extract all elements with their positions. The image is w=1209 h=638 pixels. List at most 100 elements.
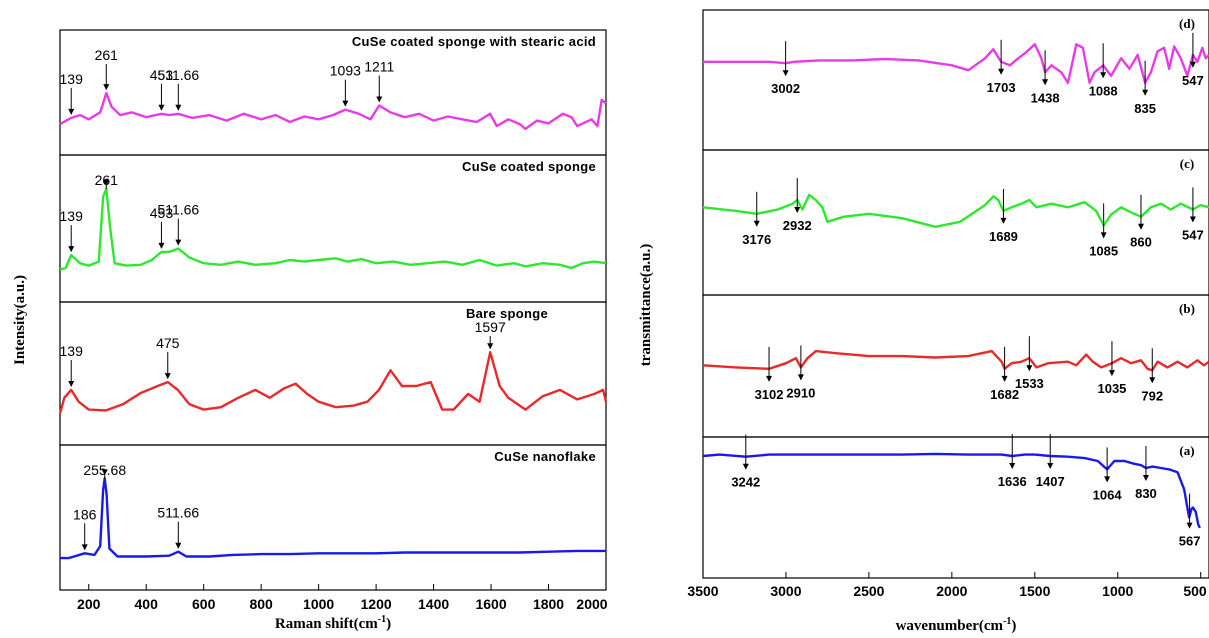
panel-3-annotation-4: 1533 [1015, 336, 1044, 391]
panel-3-annotation-label: 2910 [786, 385, 815, 400]
panel-1-series-line [703, 43, 1209, 84]
panel-1-annotation-label: 835 [1134, 101, 1156, 116]
panel-3-annotation-5: 1035 [1097, 341, 1126, 396]
panel-2-annotation-3: 1689 [989, 188, 1018, 244]
panel-1-label: (d) [1179, 16, 1195, 31]
x-tick-label: 800 [249, 596, 273, 612]
panel-1-annotation-6: 547 [1182, 32, 1204, 88]
panel-2-annotation-label: 1689 [989, 229, 1018, 244]
panel-1-title: CuSe coated sponge with stearic acid [352, 34, 596, 49]
panel-4-annotation-6: 567 [1179, 493, 1201, 549]
panel-2-label: (c) [1180, 156, 1194, 171]
x-tick-label: 3000 [770, 583, 801, 599]
panel-2-annotation-label: 3176 [742, 232, 771, 247]
panel-4-annotation-4: 1064 [1093, 447, 1123, 502]
panel-3-annotation-label: 1597 [475, 319, 506, 335]
panel-1-annotation-1: 3002 [771, 41, 800, 96]
panel-1-annotation-4: 1088 [1089, 43, 1118, 98]
panel-3-annotation-label: 1035 [1097, 381, 1126, 396]
panel-1-annotation-3: 453 [150, 67, 174, 111]
panel-3-annotation-label: 3102 [755, 387, 784, 402]
panel-1-series-line [59, 91, 607, 131]
panel-4-series-line [60, 477, 606, 560]
panel-1-annotation-label: 261 [95, 47, 119, 63]
panel-1-annotation-label: 511.66 [157, 67, 199, 83]
panel-3-annotation-3: 1682 [990, 346, 1019, 402]
x-tick-label: 1400 [418, 596, 449, 612]
panel-3-annotation-1: 3102 [755, 346, 784, 402]
panel-4-annotation-label: 186 [73, 506, 97, 522]
panel-3-series-line [58, 351, 608, 414]
panel-3-annotation-2: 2910 [786, 345, 815, 400]
panel-1-annotation-label: 3002 [771, 81, 800, 96]
panel-4-title: CuSe nanoflake [494, 449, 596, 464]
panel-2-annotation-2: 261 [95, 172, 118, 189]
panel-2-title: CuSe coated sponge [462, 159, 596, 174]
panel-3-annotation-label: 475 [156, 335, 180, 351]
panel-4-annotation-label: 1064 [1093, 487, 1123, 502]
x-axis-title: wavenumber(cm-1) [896, 616, 1017, 634]
x-tick-label: 200 [77, 596, 101, 612]
panel-4-label: (a) [1179, 443, 1194, 458]
panel-3-annotation-label: 1682 [990, 387, 1019, 402]
panel-2-annotation-2: 2932 [783, 178, 812, 233]
x-tick-label: 2500 [853, 583, 884, 599]
panel-1-annotation-5: 835 [1134, 60, 1156, 116]
panel-2-annotation-6: 547 [1182, 187, 1204, 242]
panel-1-annotation-label: 453 [150, 67, 174, 83]
panel-3-annotation-6: 792 [1141, 348, 1163, 403]
panel-2-series-line [702, 193, 1209, 228]
y-axis-title: transmittance(a.u.) [638, 244, 654, 366]
panel-1-annotation-label: 1211 [364, 59, 394, 75]
panel-4-annotation-3: 511.66 [157, 505, 199, 549]
panel-3-annotation-1: 139 [60, 343, 83, 387]
panel-4-annotation-2: 1636 [998, 434, 1027, 489]
panel-1-annotation-label: 1703 [987, 80, 1016, 95]
panel-4-annotation-label: 1636 [998, 474, 1027, 489]
x-tick-label: 600 [192, 596, 216, 612]
panel-4-annotation-2: 255.68 [83, 462, 126, 479]
panel-4-annotation-label: 255.68 [83, 462, 126, 478]
panel-1-annotation-1: 139 [60, 71, 84, 115]
panel-2-annotation-1: 139 [60, 208, 84, 253]
panel-1-annotation-3: 1438 [1031, 50, 1060, 105]
x-tick-label: 1000 [303, 596, 334, 612]
panel-1-annotation-label: 1088 [1089, 83, 1118, 98]
panel-2-annotation-label: 2932 [783, 218, 812, 233]
panel-4-annotation-label: 567 [1179, 534, 1201, 549]
raman-spectra-chart: CuSe coated sponge with stearic acid 139 2… [12, 29, 608, 632]
panel-4-series-line [702, 452, 1201, 529]
panel-2-annotation-label: 139 [60, 208, 84, 224]
panel-1-annotation-label: 1438 [1031, 90, 1060, 105]
panel-1-annotation-2: 261 [95, 47, 119, 91]
panel-2-annotation-1: 3176 [742, 191, 771, 247]
ftir-spectra-chart: (d) 3002 1703 1438 1088 835 547 (c) 3176 2932 1689… [638, 9, 1209, 634]
x-tick-label: 2000 [936, 583, 967, 599]
panel-2-series-line [59, 187, 607, 271]
x-tick-label: 2000 [576, 596, 607, 612]
panel-2-annotation-label: 511.66 [157, 202, 199, 218]
x-tick-label: 1800 [533, 596, 564, 612]
panel-4-annotation-5: 830 [1135, 446, 1157, 501]
panel-1-annotation-label: 139 [60, 71, 84, 87]
panel-1-annotation-label: 1093 [330, 63, 361, 79]
x-tick-label: 1600 [475, 596, 506, 612]
panel-3-series-line [702, 349, 1209, 372]
panel-1-annotation-6: 1211 [364, 59, 395, 103]
x-tick-label: 400 [135, 596, 159, 612]
panel-1-annotation-5: 1093 [330, 63, 361, 107]
panel-4-frame [702, 436, 1209, 579]
panel-2-annotation-label: 860 [1130, 235, 1152, 250]
panel-2-annotation-4: 511.66 [157, 202, 199, 246]
x-axis-title: Raman shift(cm-1) [275, 614, 391, 632]
panel-3-annotation-label: 1533 [1015, 376, 1044, 391]
panel-1-annotation-2: 1703 [987, 39, 1016, 95]
panel-4-annotation-3: 1407 [1036, 434, 1065, 489]
panel-4-annotation-1: 186 [73, 506, 97, 551]
panel-1-annotation-4: 511.66 [157, 67, 199, 111]
panel-4-frame [59, 444, 607, 591]
panel-2-annotation-label: 1085 [1089, 243, 1118, 258]
panel-4-annotation-label: 511.66 [157, 505, 199, 521]
panel-2-annotation-label: 453 [150, 205, 174, 221]
panel-2-annotation-5: 860 [1130, 194, 1152, 250]
